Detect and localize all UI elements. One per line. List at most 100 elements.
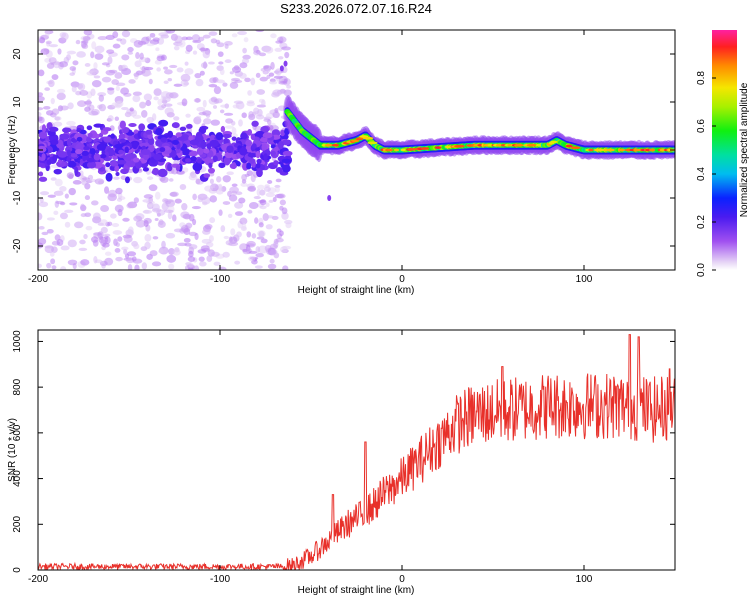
- spectrogram-noise: [229, 81, 239, 89]
- spectrogram-noise: [134, 60, 142, 68]
- spectrogram-noise: [246, 231, 252, 238]
- spectrogram-band: [153, 153, 162, 161]
- spectrogram-noise: [92, 212, 101, 221]
- spectrogram-noise: [93, 62, 98, 70]
- spectrogram-noise: [270, 33, 277, 39]
- spectrogram-band: [175, 132, 183, 138]
- spectrogram-noise: [59, 212, 68, 220]
- spectrogram-noise: [184, 68, 194, 75]
- spectrogram-noise: [57, 48, 62, 55]
- spectrogram-noise: [247, 90, 252, 96]
- ridge-core: [588, 148, 594, 152]
- spectrogram-noise: [114, 72, 123, 79]
- spectrogram-noise: [44, 30, 50, 37]
- spectrogram-noise: [132, 91, 142, 96]
- spectrogram-band: [152, 167, 160, 176]
- spectrogram-noise: [64, 193, 69, 199]
- xtick-label: -200: [28, 274, 48, 285]
- spectrogram-noise: [149, 32, 156, 38]
- spectrogram-noise: [161, 240, 166, 249]
- spectrogram-noise: [41, 231, 49, 236]
- spectrogram-noise: [233, 100, 244, 105]
- spectrogram-noise: [50, 177, 57, 181]
- ridge-core: [617, 148, 626, 152]
- spectrogram-noise: [248, 250, 258, 254]
- spectrogram-noise: [90, 88, 96, 97]
- spectrogram-band: [239, 147, 248, 156]
- spectrogram-band: [275, 166, 283, 173]
- spectrogram-noise: [58, 61, 69, 68]
- ridge-core: [350, 139, 360, 143]
- spectrogram-noise: [112, 43, 121, 49]
- spectrogram-noise: [269, 258, 275, 264]
- spectrogram-noise: [86, 71, 97, 76]
- spectrogram-noise: [276, 228, 282, 233]
- spectrogram-noise: [53, 210, 59, 216]
- spectrogram-noise: [60, 245, 70, 251]
- spectrogram-noise: [266, 119, 272, 125]
- spectrogram-noise: [84, 106, 91, 112]
- spectrogram-noise: [148, 184, 158, 192]
- spectrogram-band: [141, 148, 151, 155]
- spectrogram-noise: [196, 106, 206, 112]
- spectrogram-band: [167, 162, 173, 172]
- xtick-label: -100: [210, 574, 230, 585]
- spectrogram-noise: [216, 42, 225, 48]
- spectrogram-band: [65, 146, 73, 153]
- spectrogram-band: [175, 165, 180, 172]
- ytick-label: -10: [12, 190, 23, 205]
- spectrogram-band: [70, 153, 78, 158]
- spectrogram-noise: [115, 82, 126, 87]
- spectrogram-noise: [224, 43, 229, 49]
- spectrogram-noise: [204, 223, 213, 230]
- spectrogram-noise: [229, 71, 234, 75]
- spectrogram-noise: [126, 251, 137, 257]
- spectrogram-band: [103, 136, 112, 143]
- spectrogram-noise: [230, 120, 236, 126]
- spectrogram-noise: [223, 235, 230, 240]
- spectrogram-band: [229, 163, 237, 169]
- spectrogram-noise: [231, 183, 238, 187]
- spectrogram-noise: [173, 116, 180, 121]
- xtick-label: 100: [576, 574, 593, 585]
- spectrogram-noise: [64, 209, 74, 214]
- spectrogram-noise: [177, 242, 188, 247]
- spectrogram-noise: [112, 31, 119, 39]
- spectrogram-noise: [153, 88, 162, 96]
- ridge-core: [434, 146, 442, 150]
- spectrogram-noise: [100, 219, 108, 227]
- spectrogram-noise: [38, 116, 45, 124]
- spectrogram-band: [86, 161, 97, 169]
- spectrogram-noise: [182, 167, 189, 173]
- spectrogram-noise: [173, 228, 183, 233]
- spectrogram-noise: [167, 77, 173, 82]
- spectrogram-noise: [85, 225, 93, 231]
- spectrogram-noise: [219, 68, 225, 76]
- spectrogram-noise: [279, 205, 284, 211]
- spectrogram-stray: [327, 195, 332, 201]
- spectrogram-noise: [141, 36, 150, 45]
- spectrogram-band: [236, 161, 241, 167]
- spectrogram-band: [49, 126, 59, 132]
- spectrogram-band: [102, 127, 112, 132]
- spectrogram-noise: [265, 202, 270, 207]
- spectrogram-band: [186, 123, 193, 129]
- spectrogram-band: [38, 131, 48, 139]
- spectrogram-noise: [165, 30, 176, 34]
- spectrogram-noise: [187, 256, 196, 263]
- spectrogram-band: [246, 162, 252, 169]
- spectrogram-band: [240, 132, 248, 140]
- spectrogram-noise: [250, 77, 256, 86]
- spectrogram-noise: [270, 61, 275, 70]
- spectrogram-noise: [241, 222, 247, 230]
- spectrogram-noise: [38, 237, 47, 245]
- spectrogram-noise: [164, 107, 174, 116]
- ridge-core: [331, 143, 340, 147]
- spectrogram-band: [41, 124, 47, 133]
- colorbar-tick-label: 0.2: [696, 215, 707, 229]
- spectrogram-noise: [151, 261, 162, 267]
- spectrogram-band: [263, 153, 268, 161]
- spectrogram-noise: [46, 217, 55, 221]
- spectrogram-noise: [259, 205, 267, 210]
- spectrogram-noise: [212, 105, 218, 109]
